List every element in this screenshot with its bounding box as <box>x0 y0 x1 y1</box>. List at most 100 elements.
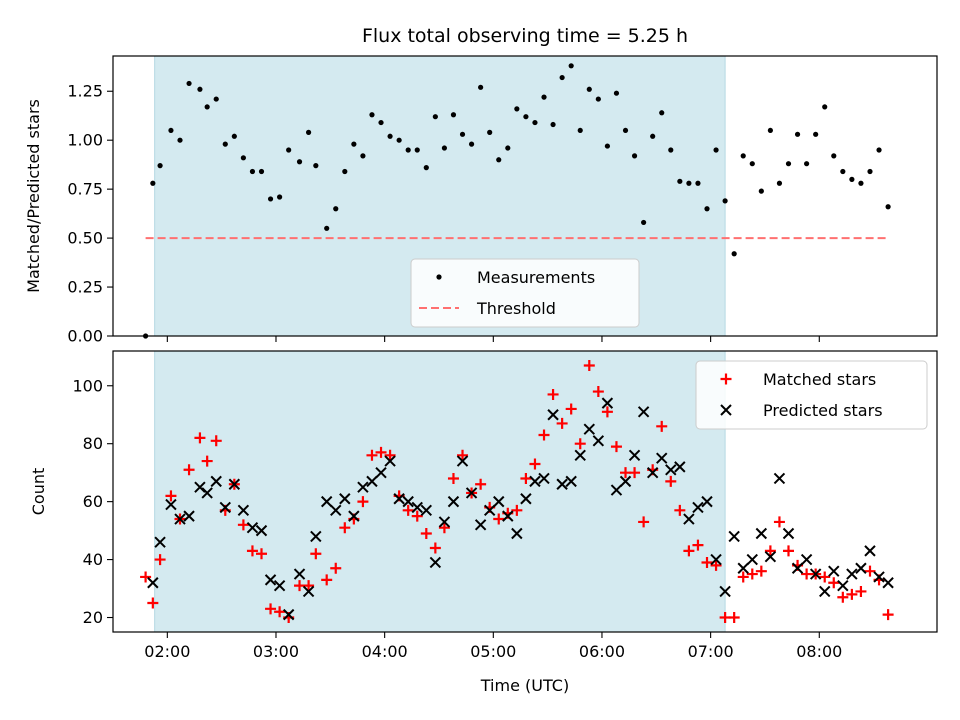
predicted-point <box>194 481 206 493</box>
matched-point <box>629 467 641 479</box>
measurement-point <box>577 127 583 134</box>
predicted-point <box>237 504 250 517</box>
series-predicted-stars <box>147 397 894 621</box>
predicted-point <box>411 501 423 514</box>
predicted-point <box>330 504 342 517</box>
predicted-point <box>764 550 777 563</box>
measurement-point <box>776 180 783 186</box>
predicted-point <box>465 487 478 499</box>
measurement-point <box>396 137 402 143</box>
predicted-point <box>619 475 632 488</box>
x-tick-label: 06:00 <box>579 642 625 661</box>
measurement-point <box>324 225 330 231</box>
predicted-point <box>474 519 487 531</box>
matched-point <box>846 588 858 600</box>
predicted-point <box>228 478 241 490</box>
predicted-point <box>165 498 177 511</box>
observing-span <box>154 351 726 632</box>
y-tick-label: 80 <box>83 434 103 453</box>
y-tick-label: 60 <box>83 492 103 511</box>
measurement-point <box>559 74 565 81</box>
predicted-point <box>282 608 295 621</box>
matched-point <box>330 562 342 574</box>
legend-matched-marker <box>720 373 732 385</box>
matched-point <box>764 545 776 557</box>
matched-point <box>429 542 441 554</box>
y-tick-label: 0.50 <box>67 229 103 248</box>
measurement-point <box>423 165 429 171</box>
measurement-point <box>713 147 719 153</box>
measurement-point <box>231 133 237 139</box>
measurement-point <box>487 129 493 135</box>
legend-label: Predicted stars <box>763 401 883 420</box>
matched-point <box>755 565 767 577</box>
matched-point <box>154 554 166 566</box>
matched-point <box>321 574 333 586</box>
matched-point <box>493 513 505 525</box>
matched-point <box>201 455 213 467</box>
predicted-point <box>293 568 306 580</box>
measurement-point <box>686 180 692 186</box>
predicted-point <box>210 475 222 488</box>
predicted-point <box>683 513 695 525</box>
measurement-point <box>378 119 384 126</box>
predicted-point <box>710 553 722 566</box>
predicted-point <box>692 501 704 514</box>
predicted-point <box>147 577 159 589</box>
matched-point <box>310 548 322 560</box>
predicted-point <box>447 495 460 508</box>
legend: Measurements Threshold <box>410 258 640 328</box>
predicted-point <box>819 585 831 598</box>
measurement-point <box>177 137 183 143</box>
y-axis-title: Matched/Predicted stars <box>24 99 43 293</box>
measurement-point <box>360 153 366 159</box>
legend-box <box>410 258 640 328</box>
predicted-point <box>375 466 387 479</box>
predicted-point <box>493 495 505 508</box>
predicted-point <box>828 565 840 577</box>
predicted-point <box>755 527 768 540</box>
x-tick-label: 02:00 <box>144 642 190 661</box>
measurement-point <box>441 145 448 151</box>
matched-point <box>246 545 258 557</box>
predicted-point <box>201 487 213 499</box>
y-tick-label: 1.00 <box>67 131 103 150</box>
measurement-point <box>849 176 855 182</box>
predicted-point <box>864 545 876 557</box>
predicted-point <box>646 466 659 479</box>
measurement-point <box>804 161 810 167</box>
matched-point <box>475 478 487 490</box>
measurement-point <box>831 153 837 159</box>
predicted-point <box>665 464 677 476</box>
legend-label: Measurements <box>477 268 595 287</box>
y-axis-title: Count <box>29 468 48 516</box>
predicted-point <box>246 522 259 534</box>
measurement-point <box>740 153 746 159</box>
predicted-point <box>420 504 433 517</box>
matched-point <box>828 577 840 589</box>
predicted-point <box>483 504 496 517</box>
predicted-point <box>402 495 414 508</box>
predicted-point <box>264 574 277 586</box>
measurement-point <box>168 127 174 134</box>
matched-point <box>855 585 867 597</box>
matched-point <box>274 606 286 618</box>
legend: Matched stars Predicted stars <box>695 360 928 430</box>
matched-point <box>692 539 704 551</box>
measurement-point <box>186 80 192 87</box>
predicted-point <box>255 524 268 537</box>
predicted-point <box>438 516 451 528</box>
predicted-point <box>837 579 849 592</box>
measurement-point <box>450 112 457 118</box>
predicted-point <box>601 397 614 409</box>
axes-frame <box>112 55 938 337</box>
matched-point <box>529 458 541 470</box>
measurement-point <box>794 131 801 137</box>
predicted-point <box>219 501 231 514</box>
measurement-point <box>240 155 246 161</box>
predicted-point <box>502 510 514 522</box>
predicted-point <box>737 562 749 574</box>
predicted-point <box>556 478 568 490</box>
axes-frame <box>112 350 938 633</box>
